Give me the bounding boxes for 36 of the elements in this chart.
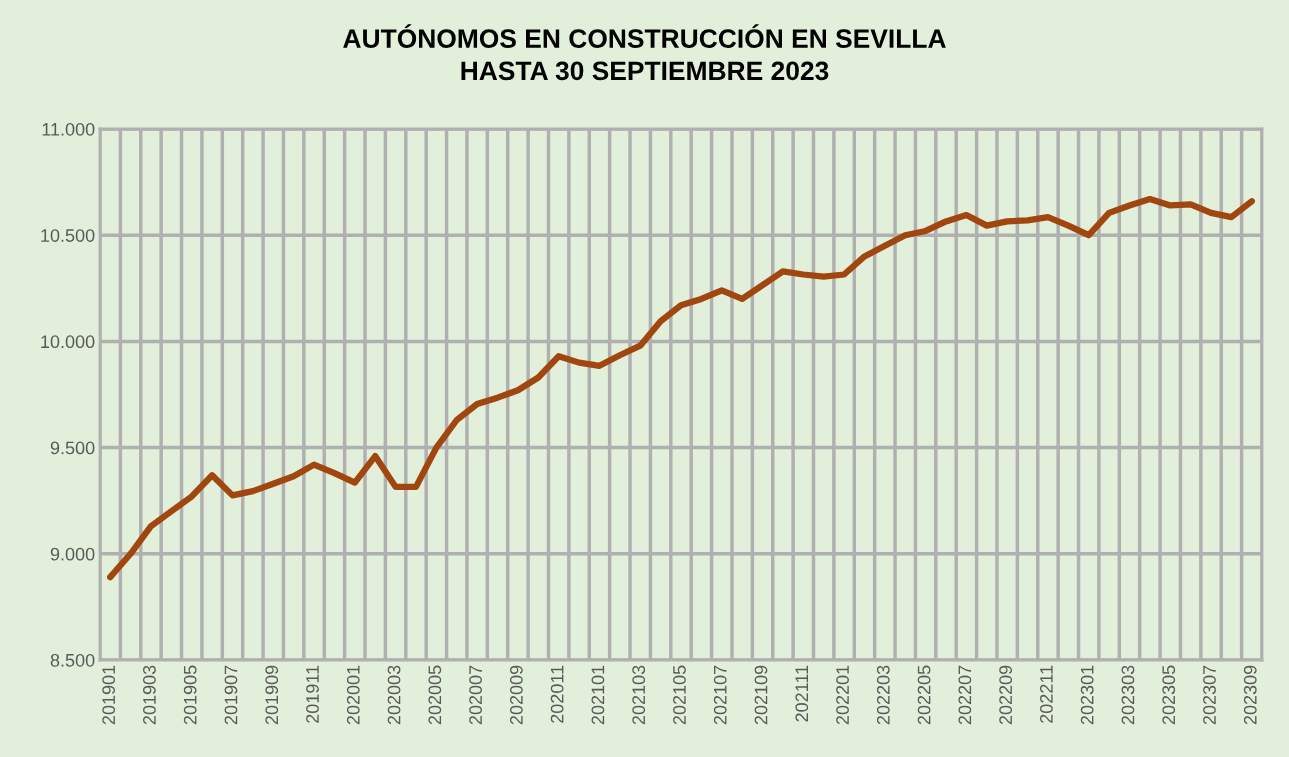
x-tick-label: 202005 <box>428 665 442 725</box>
y-tick-label: 9.000 <box>50 547 95 561</box>
y-tick-label: 10.500 <box>41 229 95 242</box>
x-tick-label: 201907 <box>224 665 238 725</box>
x-tick-label: 202105 <box>673 665 686 725</box>
y-tick-label: 9.500 <box>50 441 95 455</box>
y-tick-label: 10.000 <box>41 335 95 349</box>
x-tick-label: 201903 <box>143 665 156 725</box>
x-tick-label: 202003 <box>387 665 401 725</box>
x-tick-label: 202111 <box>795 665 809 722</box>
x-tick-label: 201911 <box>306 665 319 723</box>
x-tick-label: 202303 <box>1121 665 1135 725</box>
x-tick-label: 202011 <box>550 665 564 723</box>
x-tick-label: 202203 <box>876 665 890 725</box>
x-tick-label: 202001 <box>346 665 360 725</box>
x-tick-label: 202211 <box>1040 665 1053 723</box>
x-tick-label: 201909 <box>265 665 279 725</box>
x-tick-label: 202307 <box>1203 665 1216 725</box>
chart-title: AUTÓNOMOS EN CONSTRUCCIÓN EN SEVILLA HASTA 30 SEPTIEMBRE 2023 <box>343 24 946 81</box>
x-tick-label: 202309 <box>1243 665 1257 725</box>
x-tick-label: 202103 <box>632 665 646 725</box>
x-tick-label: 202109 <box>754 665 768 725</box>
x-tick-label: 202301 <box>1080 665 1094 725</box>
x-tick-label: 202207 <box>958 665 972 725</box>
x-tick-label: 202107 <box>713 665 727 725</box>
x-tick-label: 202201 <box>836 665 849 725</box>
x-tick-label: 201905 <box>183 665 197 725</box>
y-tick-label: 11.000 <box>42 122 95 136</box>
x-tick-label: 201901 <box>102 665 116 725</box>
x-tick-label: 202101 <box>591 665 605 725</box>
x-tick-label: 202009 <box>509 665 523 725</box>
x-tick-label: 202305 <box>1162 665 1176 725</box>
x-tick-label: 202205 <box>917 665 931 725</box>
x-tick-label: 202007 <box>469 665 482 725</box>
y-tick-label: 8.500 <box>50 653 95 667</box>
x-tick-label: 202209 <box>999 665 1013 725</box>
